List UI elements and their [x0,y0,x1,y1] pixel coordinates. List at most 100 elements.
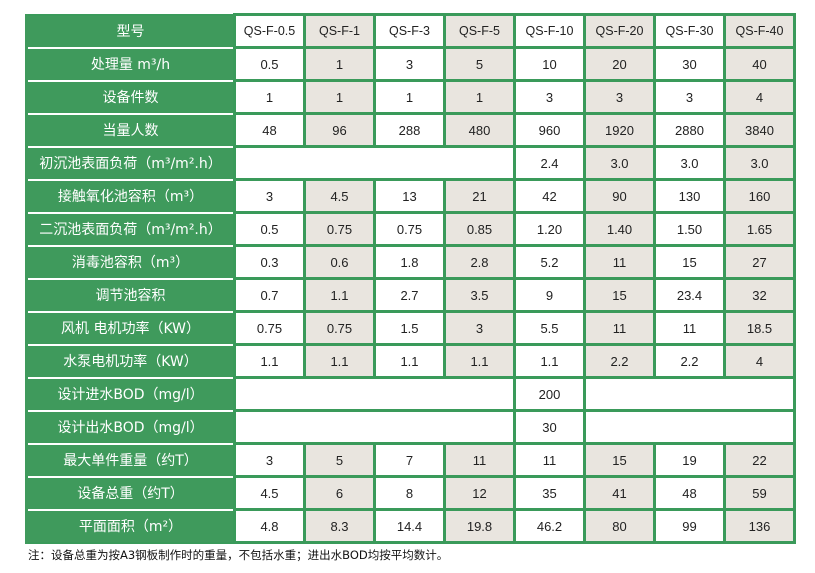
value-cell: 9 [513,277,586,313]
value-cell: 19 [653,442,726,478]
value-cell: 480 [443,112,516,148]
value-cell: 11 [513,442,586,478]
row-label: 初沉池表面负荷（m³/m².h） [25,145,236,181]
value-cell: 0.6 [303,244,376,280]
value-cell: 1920 [583,112,656,148]
value-cell: 3.0 [583,145,656,181]
table-row: 二沉池表面负荷（m³/m².h） 0.5 0.75 0.75 0.85 1.20 1.40 1… [25,211,796,247]
value-cell: 4.5 [233,475,306,511]
value-cell: 20 [583,46,656,82]
spec-table: 型号 QS-F-0.5 QS-F-1 QS-F-3 QS-F-5 QS-F-10 QS-F-… [25,13,796,544]
value-cell: 2.7 [373,277,446,313]
value-cell: 4.5 [303,178,376,214]
value-cell: 99 [653,508,726,544]
value-cell: 12 [443,475,516,511]
value-cell: 18.5 [723,310,796,346]
value-cell: 960 [513,112,586,148]
row-label: 消毒池容积（m³） [25,244,236,280]
value-cell: 3840 [723,112,796,148]
value-cell: 30 [513,409,586,445]
value-cell: 40 [723,46,796,82]
value-cell: 8 [373,475,446,511]
blank-cell [233,409,516,445]
row-label: 二沉池表面负荷（m³/m².h） [25,211,236,247]
value-cell: 2.2 [653,343,726,379]
value-cell: 96 [303,112,376,148]
value-cell: 11 [583,310,656,346]
blank-cell [233,376,516,412]
table-row: 最大单件重量（约T） 3 5 7 11 11 15 19 22 [25,442,796,478]
table-row: 设备件数 1 1 1 1 3 3 3 4 [25,79,796,115]
table-row: 水泵电机功率（KW） 1.1 1.1 1.1 1.1 1.1 2.2 2.2 4 [25,343,796,379]
model-header: QS-F-20 [583,13,656,49]
value-cell: 15 [653,244,726,280]
value-cell: 1.40 [583,211,656,247]
value-cell: 1.1 [443,343,516,379]
table-row: 设备总重（约T） 4.5 6 8 12 35 41 48 59 [25,475,796,511]
value-cell: 3 [653,79,726,115]
value-cell: 136 [723,508,796,544]
value-cell: 1.1 [513,343,586,379]
value-cell: 3.5 [443,277,516,313]
value-cell: 3 [233,178,306,214]
value-cell: 19.8 [443,508,516,544]
value-cell: 1.5 [373,310,446,346]
value-cell: 200 [513,376,586,412]
row-label: 设备总重（约T） [25,475,236,511]
value-cell: 7 [373,442,446,478]
row-label: 风机 电机功率（KW） [25,310,236,346]
model-header: QS-F-0.5 [233,13,306,49]
value-cell: 11 [653,310,726,346]
value-cell: 130 [653,178,726,214]
row-label: 水泵电机功率（KW） [25,343,236,379]
row-label: 设计出水BOD（mg/l） [25,409,236,445]
value-cell: 42 [513,178,586,214]
value-cell: 48 [233,112,306,148]
value-cell: 13 [373,178,446,214]
value-cell: 1.65 [723,211,796,247]
value-cell: 15 [583,442,656,478]
value-cell: 1.1 [303,343,376,379]
value-cell: 3.0 [653,145,726,181]
value-cell: 1 [373,79,446,115]
table-row: 风机 电机功率（KW） 0.75 0.75 1.5 3 5.5 11 11 18.5 [25,310,796,346]
table-row: 设计出水BOD（mg/l） 30 [25,409,796,445]
value-cell: 5 [443,46,516,82]
footnote: 注：设备总重为按A3钢板制作时的重量，不包括水重；进出水BOD均按平均数计。 [28,548,449,562]
row-label: 最大单件重量（约T） [25,442,236,478]
value-cell: 27 [723,244,796,280]
header-label: 型号 [25,13,236,49]
value-cell: 288 [373,112,446,148]
value-cell: 1.8 [373,244,446,280]
table-row: 平面面积（m²） 4.8 8.3 14.4 19.8 46.2 80 99 136 [25,508,796,544]
value-cell: 1.1 [303,277,376,313]
value-cell: 0.75 [233,310,306,346]
value-cell: 1 [233,79,306,115]
value-cell: 3.0 [723,145,796,181]
model-header: QS-F-10 [513,13,586,49]
value-cell: 0.5 [233,211,306,247]
value-cell: 11 [583,244,656,280]
value-cell: 4 [723,79,796,115]
table-row: 初沉池表面负荷（m³/m².h） 2.4 3.0 3.0 3.0 [25,145,796,181]
value-cell: 35 [513,475,586,511]
row-label: 当量人数 [25,112,236,148]
row-label: 设计进水BOD（mg/l） [25,376,236,412]
value-cell: 5 [303,442,376,478]
value-cell: 1.1 [233,343,306,379]
table-row: 设计进水BOD（mg/l） 200 [25,376,796,412]
value-cell: 4.8 [233,508,306,544]
value-cell: 160 [723,178,796,214]
value-cell: 48 [653,475,726,511]
value-cell: 3 [583,79,656,115]
value-cell: 10 [513,46,586,82]
value-cell: 1.1 [373,343,446,379]
model-header: QS-F-1 [303,13,376,49]
table-row: 处理量 m³/h 0.5 1 3 5 10 20 30 40 [25,46,796,82]
value-cell: 80 [583,508,656,544]
row-label: 平面面积（m²） [25,508,236,544]
value-cell: 6 [303,475,376,511]
value-cell: 2.2 [583,343,656,379]
row-label: 处理量 m³/h [25,46,236,82]
blank-cell [583,376,796,412]
